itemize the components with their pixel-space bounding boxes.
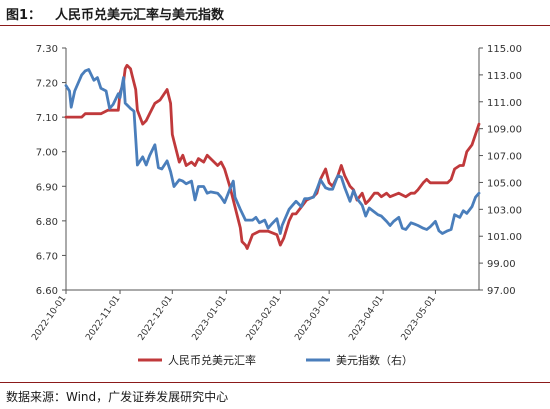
- x-tick-label: 2023-01-01: [191, 294, 229, 343]
- x-tick-label: 2022-10-01: [30, 294, 68, 343]
- series-line-dollar-index: [64, 68, 481, 235]
- legend-label-dollar-index: 美元指数（右）: [336, 353, 413, 367]
- left-tick-label: 7.20: [36, 79, 58, 90]
- chart-area: 7.307.207.107.006.906.806.706.60 115.001…: [30, 44, 522, 367]
- right-tick-label: 97.00: [487, 286, 516, 297]
- right-tick-label: 99.00: [487, 259, 516, 270]
- right-tick-label: 101.00: [487, 232, 522, 243]
- right-tick-label: 115.00: [487, 44, 522, 55]
- left-tick-label: 7.00: [36, 148, 58, 159]
- plot-frame: [65, 48, 480, 291]
- left-tick-label: 6.90: [36, 182, 58, 193]
- x-axis: 2022-10-01 2022-11-01 2022-12-01 2023-01-01…: [30, 290, 438, 343]
- top-rule: [0, 25, 550, 26]
- right-tick-label: 113.00: [487, 71, 522, 82]
- left-tick-label: 7.30: [36, 44, 58, 55]
- left-tick-label: 6.80: [36, 217, 58, 228]
- figure-title-text: 人民币兑美元汇率与美元指数: [55, 8, 225, 23]
- right-tick-label: 111.00: [487, 98, 522, 109]
- x-tick-label: 2023-05-01: [400, 294, 438, 343]
- series-lines: [64, 63, 481, 250]
- x-tick-label: 2023-02-01: [245, 294, 283, 343]
- x-tick-label: 2023-03-01: [293, 294, 331, 343]
- legend-label-cny-usd: 人民币兑美元汇率: [168, 353, 256, 367]
- x-tick-label: 2023-04-01: [347, 294, 385, 343]
- left-tick-label: 6.60: [36, 286, 58, 297]
- right-axis: 115.00 113.00 111.00 109.00 107.00 105.00 103.…: [479, 44, 522, 297]
- right-tick-label: 109.00: [487, 125, 522, 136]
- x-tick-label: 2022-11-01: [84, 294, 122, 343]
- left-axis: 7.30 7.20 7.10 7.00 6.90 6.80 6.70 6.60: [36, 44, 66, 297]
- figure-number: 图1：: [6, 8, 42, 23]
- series-line-cny-usd: [64, 63, 481, 250]
- data-source: 数据来源：Wind，广发证券发展研究中心: [6, 390, 229, 404]
- right-tick-label: 107.00: [487, 152, 522, 163]
- bottom-rule: [0, 382, 550, 383]
- x-tick-label: 2022-12-01: [137, 294, 175, 343]
- left-tick-label: 7.10: [36, 113, 58, 124]
- figure-title: 图1： 人民币兑美元汇率与美元指数: [6, 4, 224, 23]
- right-tick-label: 105.00: [487, 178, 522, 189]
- legend: 人民币兑美元汇率 美元指数（右）: [138, 353, 413, 367]
- left-tick-label: 6.70: [36, 251, 58, 262]
- right-tick-label: 103.00: [487, 205, 522, 216]
